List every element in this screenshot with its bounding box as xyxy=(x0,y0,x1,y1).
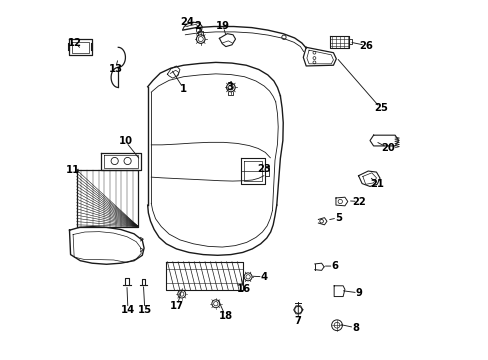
Text: 8: 8 xyxy=(351,323,358,333)
Text: 18: 18 xyxy=(218,311,232,321)
Text: 25: 25 xyxy=(373,103,387,113)
Text: 5: 5 xyxy=(334,213,341,222)
Text: 2: 2 xyxy=(194,21,201,31)
Text: 14: 14 xyxy=(121,305,135,315)
Text: 13: 13 xyxy=(108,64,122,74)
Text: 12: 12 xyxy=(68,38,82,48)
Text: 7: 7 xyxy=(294,316,301,325)
Text: 3: 3 xyxy=(226,82,233,92)
Text: 4: 4 xyxy=(260,272,267,282)
Text: 15: 15 xyxy=(138,305,152,315)
Text: 20: 20 xyxy=(380,143,394,153)
Text: 16: 16 xyxy=(236,284,250,294)
Text: 17: 17 xyxy=(170,301,183,311)
Text: 26: 26 xyxy=(359,41,373,50)
Text: 21: 21 xyxy=(369,179,384,189)
Text: 9: 9 xyxy=(355,288,362,298)
Text: 1: 1 xyxy=(180,84,187,94)
Text: 19: 19 xyxy=(216,21,229,31)
Text: 10: 10 xyxy=(118,136,132,146)
Text: 6: 6 xyxy=(331,261,338,271)
Text: 24: 24 xyxy=(180,17,194,27)
Text: 23: 23 xyxy=(257,164,270,174)
Text: 22: 22 xyxy=(352,197,366,207)
Text: 11: 11 xyxy=(66,165,80,175)
